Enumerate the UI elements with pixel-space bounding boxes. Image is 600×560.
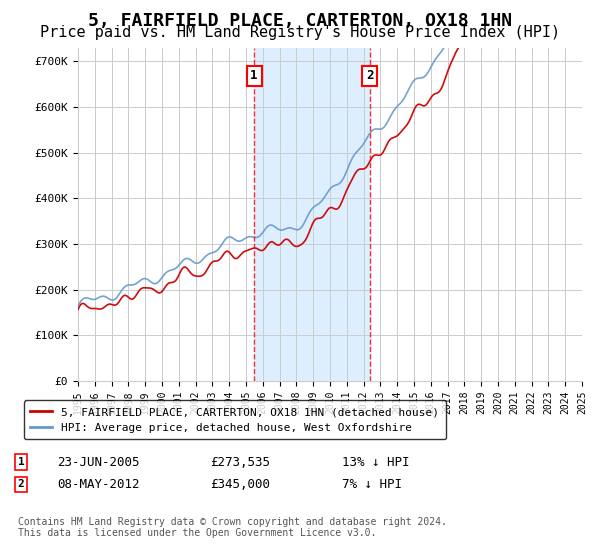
Text: 2: 2 <box>17 479 25 489</box>
Text: 23-JUN-2005: 23-JUN-2005 <box>57 455 139 469</box>
Legend: 5, FAIRFIELD PLACE, CARTERTON, OX18 1HN (detached house), HPI: Average price, de: 5, FAIRFIELD PLACE, CARTERTON, OX18 1HN … <box>23 400 446 439</box>
Text: Price paid vs. HM Land Registry's House Price Index (HPI): Price paid vs. HM Land Registry's House … <box>40 25 560 40</box>
Text: 1: 1 <box>250 69 258 82</box>
Bar <box>254 48 370 381</box>
Text: 08-MAY-2012: 08-MAY-2012 <box>57 478 139 491</box>
Text: Contains HM Land Registry data © Crown copyright and database right 2024.
This d: Contains HM Land Registry data © Crown c… <box>18 517 447 538</box>
Text: £273,535: £273,535 <box>210 455 270 469</box>
Text: 7% ↓ HPI: 7% ↓ HPI <box>342 478 402 491</box>
Text: 5, FAIRFIELD PLACE, CARTERTON, OX18 1HN: 5, FAIRFIELD PLACE, CARTERTON, OX18 1HN <box>88 12 512 30</box>
Text: £345,000: £345,000 <box>210 478 270 491</box>
Text: 2: 2 <box>366 69 374 82</box>
Text: 1: 1 <box>17 457 25 467</box>
Text: 13% ↓ HPI: 13% ↓ HPI <box>342 455 409 469</box>
